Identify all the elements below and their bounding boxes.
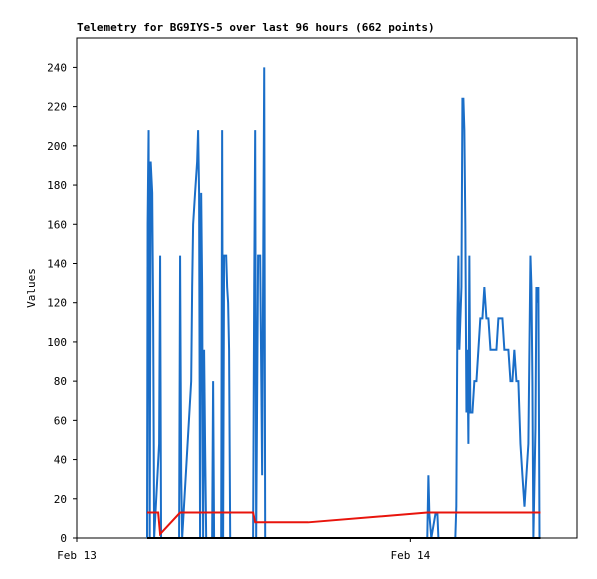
y-tick-label: 200 — [47, 140, 67, 153]
y-tick-label: 220 — [47, 101, 67, 114]
y-tick-label: 100 — [47, 336, 67, 349]
y-tick-label: 120 — [47, 297, 67, 310]
x-tick-label: Feb 14 — [390, 549, 430, 562]
y-tick-label: 180 — [47, 179, 67, 192]
y-tick-label: 0 — [60, 532, 67, 545]
y-tick-label: 140 — [47, 257, 67, 270]
y-axis-label: Values — [25, 268, 38, 308]
y-tick-label: 60 — [54, 414, 67, 427]
y-tick-label: 80 — [54, 375, 67, 388]
y-tick-label: 240 — [47, 61, 67, 74]
series-line — [146, 67, 541, 539]
chart-title: Telemetry for BG9IYS-5 over last 96 hour… — [77, 21, 435, 34]
x-tick-label: Feb 13 — [57, 549, 97, 562]
series-line — [147, 511, 541, 537]
y-tick-label: 20 — [54, 493, 67, 506]
y-tick-label: 160 — [47, 218, 67, 231]
y-tick-label: 40 — [54, 454, 67, 467]
